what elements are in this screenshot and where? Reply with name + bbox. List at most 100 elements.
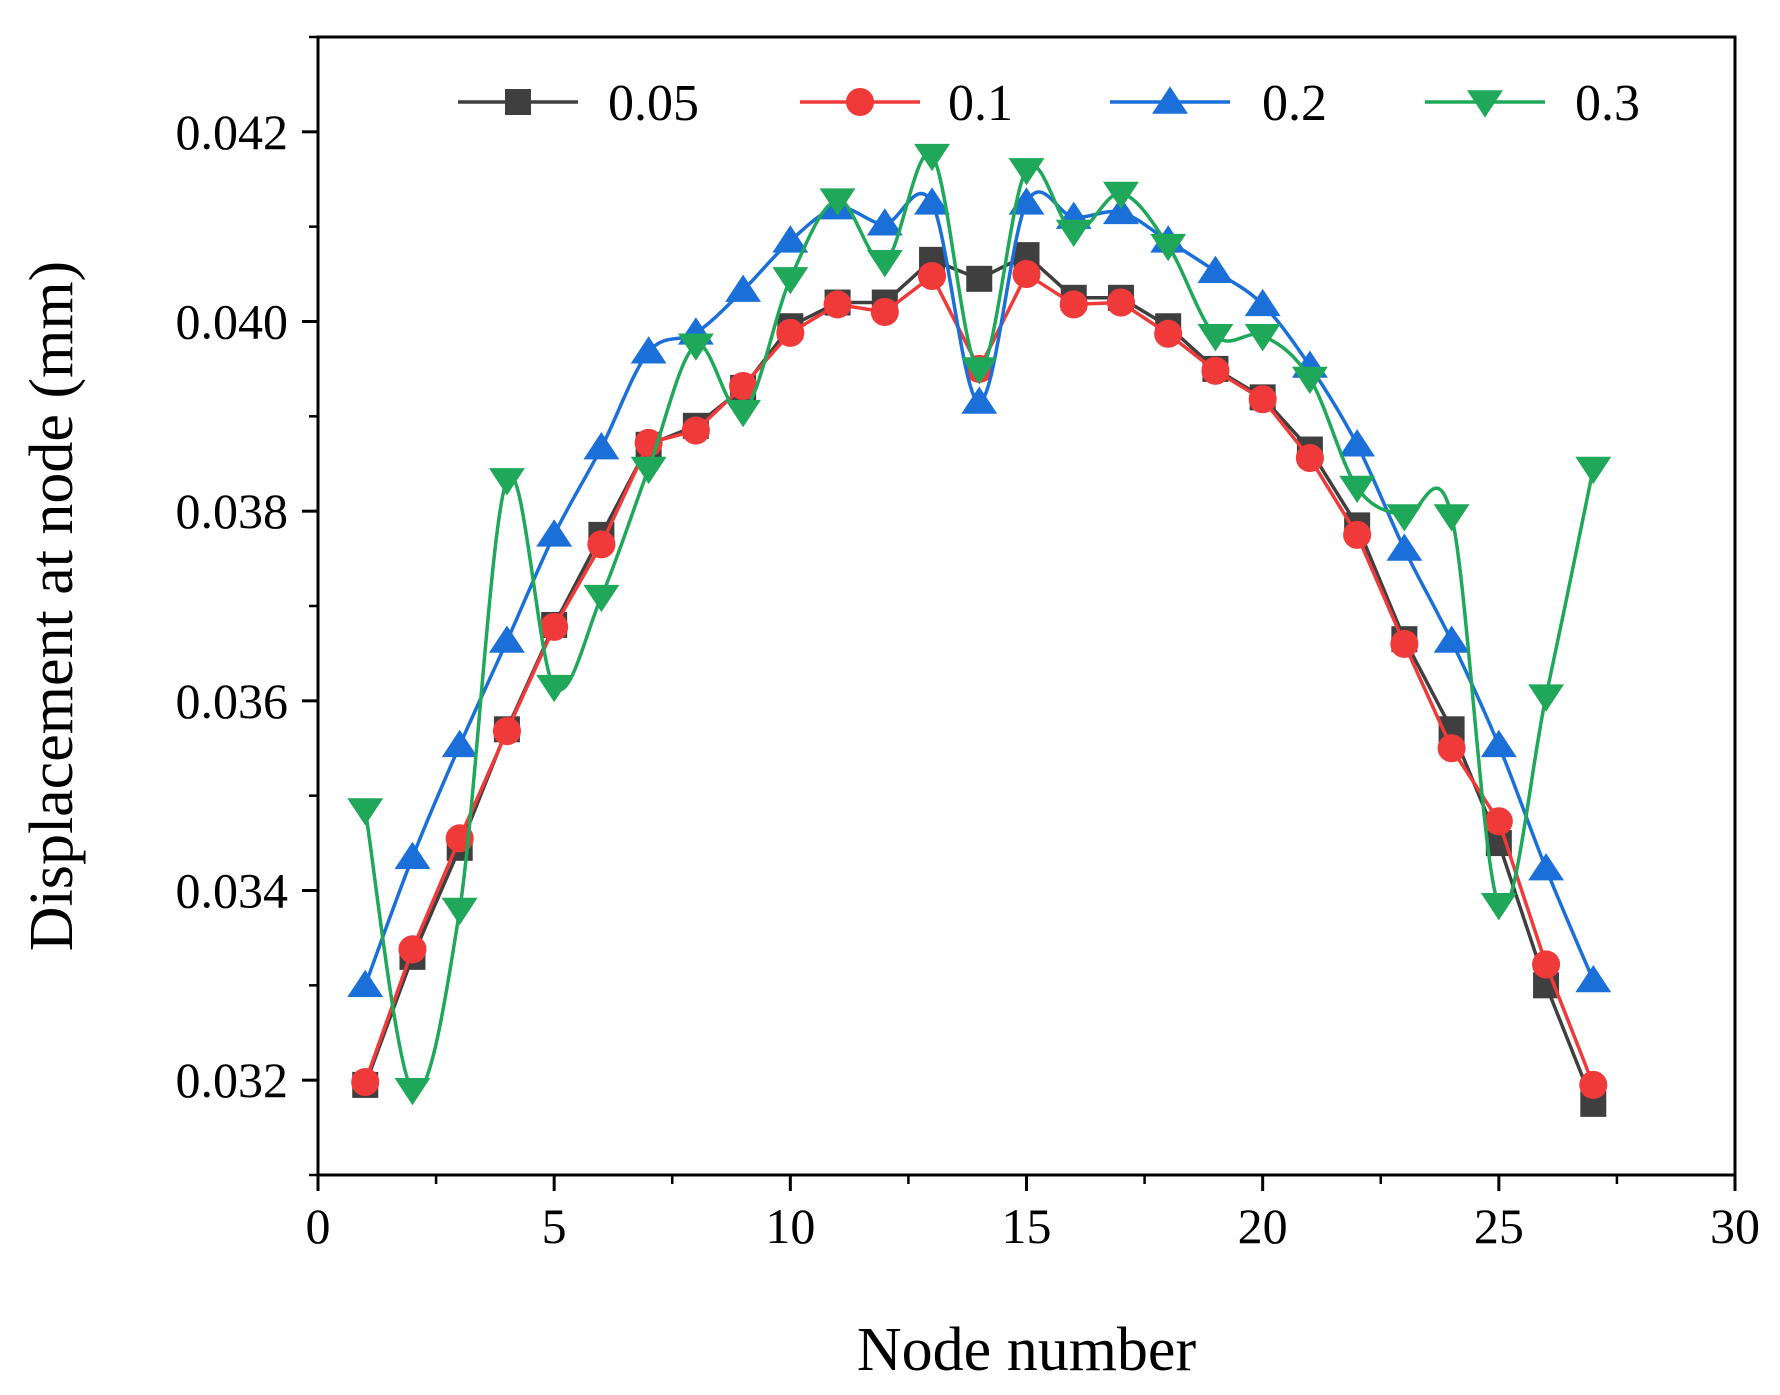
legend-label: 0.2: [1262, 75, 1327, 132]
data-point-0.3: [347, 798, 384, 826]
data-point-0.3: [583, 584, 620, 613]
legend-marker: [1467, 90, 1503, 118]
series-line-0.3: [363, 151, 1596, 1094]
data-point-0.1: [1437, 734, 1466, 763]
data-point-0.1: [540, 612, 569, 641]
x-tick-label: 30: [1710, 1198, 1760, 1254]
series-0.2: [347, 187, 1612, 998]
data-point-0.2: [1433, 625, 1470, 653]
data-point-0.1: [1201, 356, 1230, 385]
data-point-0.1: [1154, 319, 1183, 348]
y-tick-label: 0.034: [176, 863, 289, 919]
data-point-0.3: [1575, 456, 1612, 485]
data-point-0.3: [1008, 158, 1045, 186]
data-point-0.2: [1103, 196, 1139, 225]
data-point-0.3: [772, 267, 809, 295]
legend-marker: [505, 89, 531, 115]
data-point-0.1: [823, 290, 852, 319]
data-point-0.2: [725, 274, 762, 302]
data-point-0.3: [725, 399, 762, 428]
data-point-0.3: [441, 897, 478, 926]
data-point-0.2: [961, 386, 998, 414]
data-point-0.2: [1386, 533, 1423, 561]
plot-area: 0 5 10 15 20 25 30 0.0320.0340.0360.0380.0400.…: [176, 35, 1760, 1254]
data-point-0.3: [961, 357, 998, 385]
series-line-0.2: [363, 190, 1595, 986]
data-point-0.1: [1390, 629, 1419, 658]
legend-label: 0.1: [948, 75, 1013, 132]
series-0.3: [347, 143, 1612, 1106]
legend-entry-0.2: 0.2: [1110, 75, 1327, 132]
data-point-0.1: [1579, 1070, 1608, 1099]
data-point-0.1: [351, 1068, 380, 1097]
data-point-0.1: [1106, 288, 1136, 317]
data-point-0.2: [1244, 288, 1281, 317]
data-point-0.2: [630, 336, 667, 364]
legend-entry-0.05: 0.05: [458, 75, 699, 132]
data-point-0.3: [488, 468, 525, 496]
data-point-0.3: [677, 333, 714, 361]
data-point-0.3: [1055, 219, 1092, 248]
y-tick-label: 0.040: [176, 294, 289, 350]
legend-label: 0.05: [608, 75, 699, 132]
data-point-0.2: [1197, 255, 1234, 283]
data-point-0.3: [1480, 893, 1517, 921]
data-point-0.05: [966, 265, 993, 292]
y-axis-title: Displacement at node (mm): [18, 261, 86, 951]
data-point-0.1: [1484, 807, 1513, 836]
data-point-0.3: [1197, 324, 1234, 352]
x-tick-label: 25: [1474, 1198, 1524, 1254]
y-tick-label: 0.032: [176, 1052, 289, 1108]
data-point-0.3: [1244, 324, 1281, 352]
x-axis: 0 5 10 15 20 25 30: [306, 1175, 1760, 1254]
data-point-0.2: [488, 625, 525, 653]
legend: 0.05 0.1 0.2 0.3: [458, 75, 1640, 132]
data-point-0.3: [819, 188, 856, 216]
data-point-0.3: [914, 143, 950, 172]
data-point-0.2: [772, 225, 809, 253]
data-point-0.2: [394, 841, 431, 870]
x-tick-label: 15: [1002, 1198, 1052, 1254]
data-point-0.3: [1291, 366, 1328, 394]
data-point-0.1: [870, 297, 899, 327]
data-point-0.2: [347, 969, 384, 998]
data-point-0.2: [441, 729, 478, 758]
legend-marker: [1152, 86, 1188, 114]
x-tick-label: 0: [306, 1198, 331, 1254]
data-point-0.2: [536, 519, 573, 547]
y-tick-label: 0.042: [176, 104, 289, 160]
data-point-0.3: [536, 674, 573, 703]
data-point-0.1: [587, 530, 616, 559]
data-point-0.3: [630, 456, 667, 485]
legend-label: 0.3: [1575, 75, 1640, 132]
x-tick-label: 10: [765, 1198, 815, 1254]
data-point-0.3: [1103, 181, 1139, 210]
data-point-0.3: [1339, 475, 1376, 504]
x-tick-label: 20: [1238, 1198, 1288, 1254]
data-point-0.1: [1343, 520, 1372, 549]
legend-entry-0.3: 0.3: [1425, 75, 1640, 132]
data-point-0.3: [1386, 504, 1423, 532]
data-point-0.3: [1150, 233, 1187, 262]
data-point-0.1: [729, 371, 758, 401]
data-point-0.1: [1248, 385, 1277, 414]
data-point-0.1: [398, 935, 427, 964]
y-axis: 0.032 0.034 0.036 0.038 0.040 0.042: [176, 35, 318, 1177]
data-point-0.1: [1012, 260, 1041, 289]
legend-marker: [845, 87, 875, 117]
data-point-0.1: [492, 717, 521, 746]
data-point-0.2: [914, 187, 950, 215]
data-point-0.2: [866, 208, 903, 236]
data-point-0.1: [1059, 290, 1088, 319]
data-point-0.1: [681, 416, 710, 445]
data-point-0.3: [394, 1077, 431, 1106]
data-point-0.3: [1433, 504, 1470, 532]
series-0.1: [351, 260, 1608, 1099]
legend-entry-0.1: 0.1: [800, 75, 1013, 132]
data-point-0.1: [917, 261, 947, 291]
data-point-0.2: [1339, 429, 1376, 457]
data-point-0.3: [1528, 684, 1565, 712]
x-axis-title: Node number: [857, 1316, 1197, 1384]
data-point-0.1: [776, 318, 805, 347]
